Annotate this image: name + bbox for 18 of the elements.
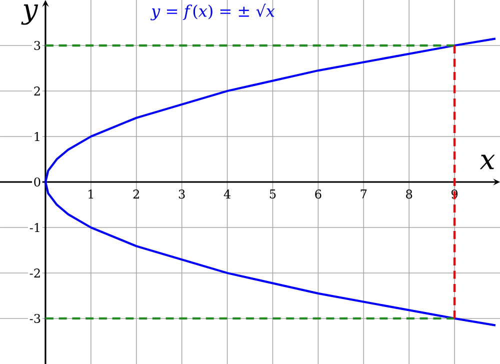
x-tick-label: 2: [133, 190, 140, 198]
x-tick-label: 1: [88, 190, 94, 198]
x-tick-label: 5: [270, 190, 276, 198]
x-tick-label: 8: [406, 190, 412, 199]
y-tick-label: -2: [30, 268, 40, 278]
y-tick-label: 3: [34, 40, 40, 50]
y-tick-label: 1: [34, 132, 40, 141]
y-tick-label: 0: [34, 177, 40, 187]
x-tick-label: 6: [315, 190, 322, 199]
y-tick-label: 2: [34, 86, 40, 96]
x-tick-label: 7: [360, 190, 367, 198]
y-tick-label: -1: [30, 223, 40, 232]
x-axis-title: x: [480, 154, 495, 170]
chart-title: y = f(x) = ± √x: [150, 4, 275, 20]
x-tick-label: 3: [178, 190, 185, 199]
y-tick-label: -3: [30, 314, 40, 324]
x-tick-label: 4: [224, 190, 230, 198]
y-axis-title: y: [21, 4, 38, 25]
